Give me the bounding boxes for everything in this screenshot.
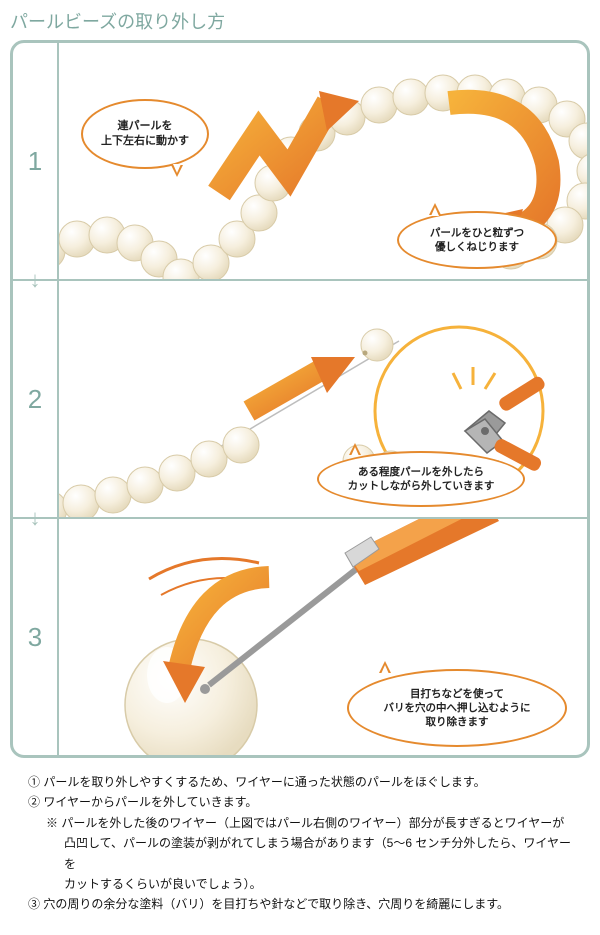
note-line: ③ 穴の周りの余分な塗料（バリ）を目打ちや針などで取り除き、穴周りを綺麗にします… bbox=[28, 894, 572, 914]
bubble-1a: 連パールを 上下左右に動かす bbox=[81, 99, 209, 169]
note-line: カットするくらいが良いでしょう）。 bbox=[28, 874, 572, 894]
awl-tool-icon bbox=[209, 519, 499, 685]
slide-arrow-icon bbox=[249, 357, 355, 411]
step-number-1: 1 bbox=[13, 43, 59, 279]
bubble-1b: パールをひと粒ずつ 優しくねじります bbox=[397, 211, 557, 269]
note-line: 凸凹して、パールの塗装が剥がれてしまう場合があります（5〜6 センチ分外したら、… bbox=[28, 833, 572, 874]
flow-arrow-1: ↓ bbox=[12, 269, 58, 291]
bubble-3a: 目打ちなどを使って バリを穴の中へ押し込むように 取り除きます bbox=[347, 669, 567, 747]
panel-2: ↓ 2 bbox=[13, 281, 587, 519]
note-line: ① パールを取り外しやすくするため、ワイヤーに通った状態のパールをほぐします。 bbox=[28, 772, 572, 792]
step-number-3: 3 bbox=[13, 519, 59, 755]
page-title: パールビーズの取り外し方 bbox=[10, 8, 590, 34]
bubble-2a: ある程度パールを外したら カットしながら外していきます bbox=[317, 451, 525, 507]
flow-arrow-2: ↓ bbox=[12, 507, 58, 529]
step-number-2: 2 bbox=[13, 281, 59, 517]
note-line: ※ パールを外した後のワイヤー（上図ではパール右側のワイヤー）部分が長すぎるとワ… bbox=[28, 813, 572, 833]
panel-3: ↓ 3 bbox=[13, 519, 587, 755]
panel-1: 1 bbox=[13, 43, 587, 281]
diagram-frame: 1 bbox=[10, 40, 590, 758]
note-line: ② ワイヤーからパールを外していきます。 bbox=[28, 792, 572, 812]
